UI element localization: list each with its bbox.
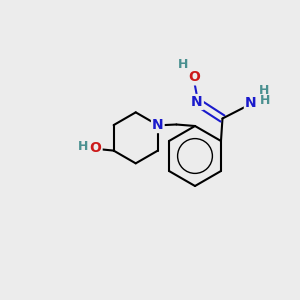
Text: H: H (78, 140, 88, 153)
Text: O: O (188, 70, 200, 84)
Text: N: N (245, 96, 256, 110)
Text: H: H (260, 94, 270, 107)
Text: N: N (191, 95, 203, 109)
Text: H: H (177, 58, 188, 71)
Text: O: O (90, 141, 102, 154)
Text: H: H (258, 84, 269, 97)
Text: N: N (152, 118, 164, 132)
